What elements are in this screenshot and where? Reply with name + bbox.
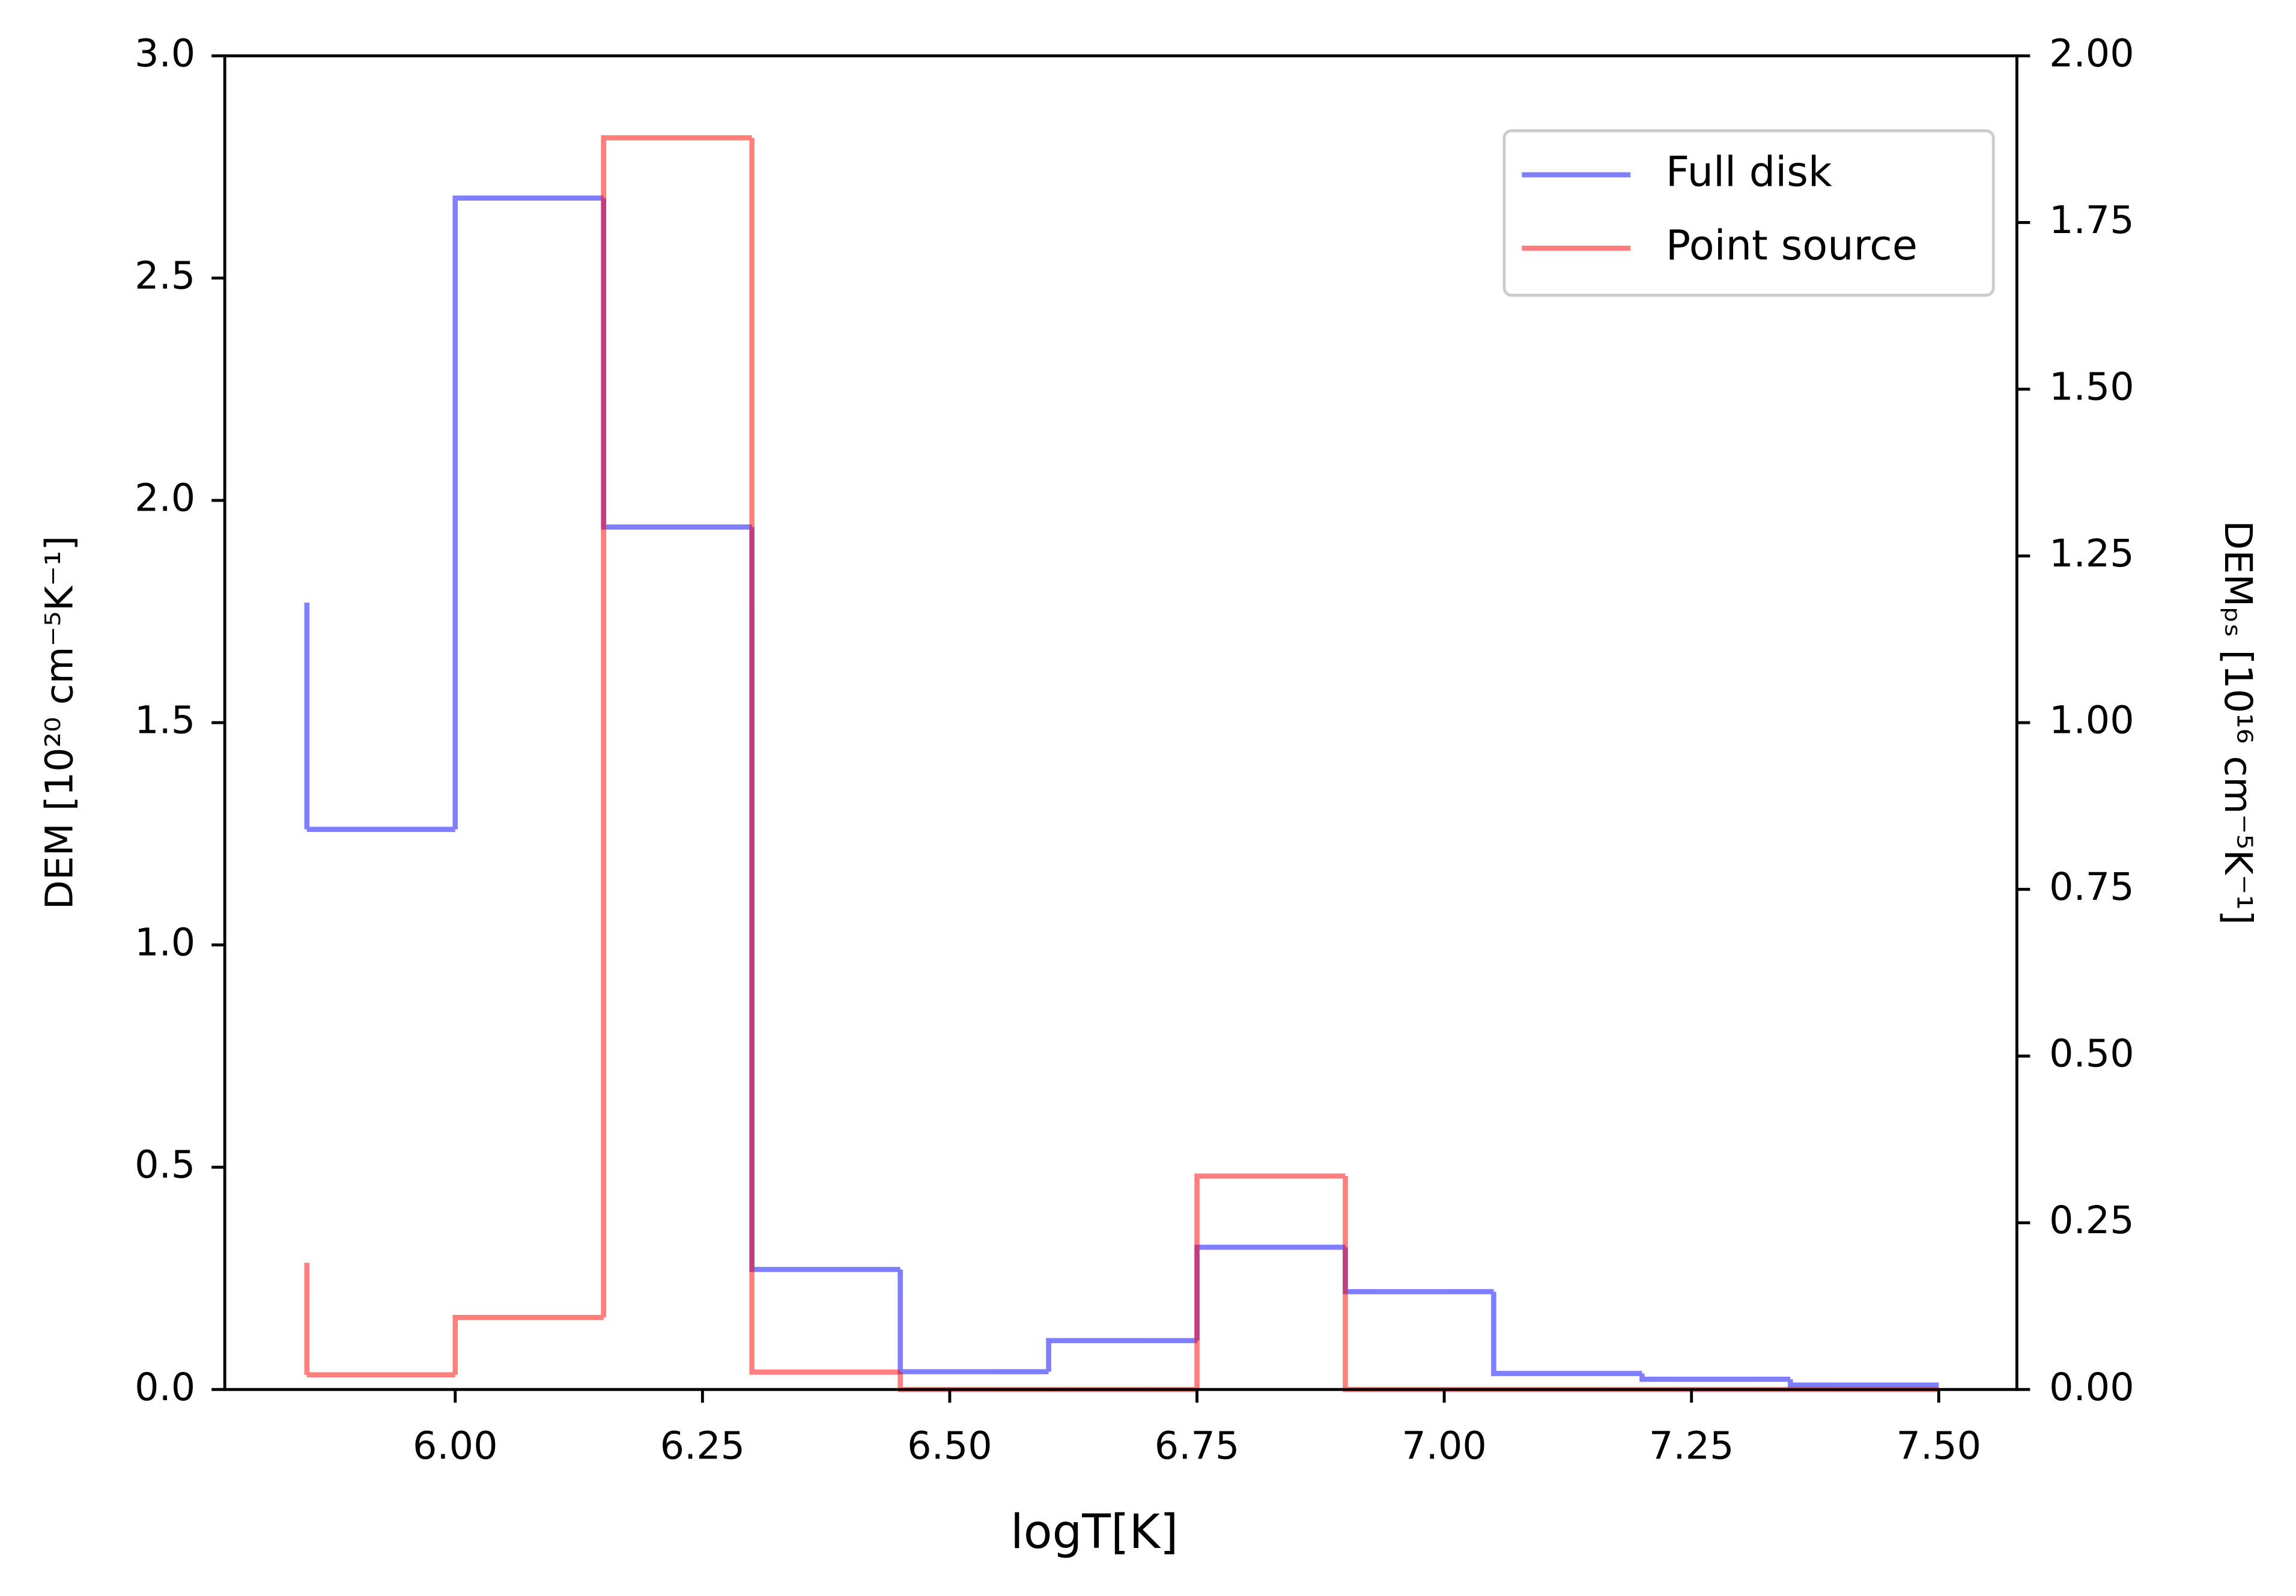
legend-label: Full disk: [1666, 148, 1832, 196]
y-tick-label: 1.5: [135, 698, 195, 742]
step-segment: [1491, 1291, 1642, 1376]
x-tick-label: 7.50: [1897, 1424, 1982, 1468]
y-tick-label: 2.5: [135, 253, 195, 298]
y-tick-label: 3.0: [135, 31, 195, 75]
y-tick-label: 2.0: [135, 476, 195, 520]
x-tick-label: 6.00: [413, 1424, 498, 1468]
y2-tick-label: 0.75: [2049, 864, 2134, 909]
y2-tick-label: 1.25: [2049, 531, 2134, 575]
step-segment: [897, 1269, 1049, 1374]
step-segment: [1046, 1338, 1197, 1372]
step-segment: [452, 195, 604, 830]
y2-tick-label: 0.00: [2049, 1365, 2134, 1409]
step-segment: [1194, 1173, 1346, 1390]
y2-tick-label: 1.00: [2049, 698, 2134, 742]
y-axis-label: DEM [10²⁰ cm⁻⁵K⁻¹]: [37, 536, 81, 909]
step-segment: [1788, 1379, 1939, 1388]
y-tick-label: 0.0: [135, 1365, 195, 1409]
y2-tick-label: 1.75: [2049, 198, 2134, 242]
step-segment: [1639, 1373, 1791, 1382]
y2-tick-label: 1.50: [2049, 365, 2134, 409]
y-tick-label: 1.0: [135, 920, 195, 965]
y-tick-label: 0.5: [135, 1142, 195, 1187]
y2-tick-label: 0.25: [2049, 1198, 2134, 1242]
legend-box: [1502, 129, 1995, 297]
x-tick-label: 7.00: [1402, 1424, 1487, 1468]
step-segment: [749, 138, 900, 1375]
y2-tick-label: 2.00: [2049, 31, 2134, 75]
y2-axis-label: DEMₚₛ [10¹⁶ cm⁻⁵K⁻¹]: [2216, 520, 2261, 924]
step-segment: [452, 1315, 604, 1375]
x-tick-label: 6.50: [907, 1424, 992, 1468]
y2-tick-label: 0.50: [2049, 1031, 2134, 1076]
x-tick-label: 7.25: [1649, 1424, 1734, 1468]
x-axis-label: logT[K]: [1010, 1505, 1178, 1559]
step-segment: [601, 135, 752, 1318]
x-tick-label: 6.25: [660, 1424, 746, 1468]
x-tick-label: 6.75: [1155, 1424, 1240, 1468]
legend-label: Point source: [1666, 222, 1918, 270]
